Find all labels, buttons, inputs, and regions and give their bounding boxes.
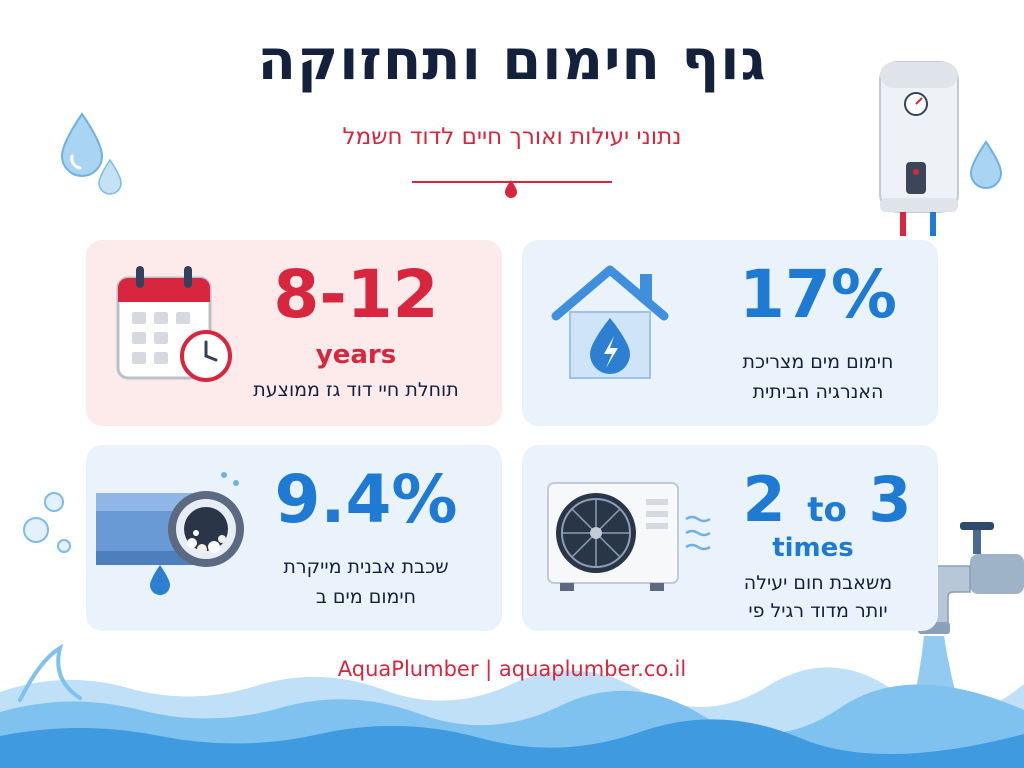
heat-pump-unit: times xyxy=(772,533,854,563)
stat-card-heat-pump: 2 to 3 times משאבת חום יעילה יותר מדוד ר… xyxy=(522,445,938,631)
heat-pump-unit-icon xyxy=(547,482,711,591)
page-subtitle: נתוני יעילות ואורך חיים לדוד חשמל xyxy=(342,124,682,150)
lifespan-value: 8-12 xyxy=(273,256,439,333)
heat-pump-value-high: 3 xyxy=(868,463,912,536)
scaled-pipe-icon xyxy=(96,472,244,595)
heat-pump-value-to: to xyxy=(807,490,847,530)
limescale-caption-line1: שכבת אבנית מייקרת xyxy=(283,556,449,578)
water-heater-icon xyxy=(879,61,959,236)
house-water-drop-icon xyxy=(551,265,669,379)
lifespan-caption: תוחלת חיי דוד גז ממוצעת xyxy=(253,379,459,401)
limescale-caption-line2: חימום מים ב xyxy=(315,586,417,608)
stat-card-lifespan: 8-12 years תוחלת חיי דוד גז ממוצעת xyxy=(86,240,502,426)
stat-card-energy-share: 17% חימום מים מצריכת האנרגיה הביתית xyxy=(522,240,938,426)
bubbles-icon xyxy=(23,492,71,553)
heat-pump-caption-line2: יותר מדוד רגיל פי xyxy=(748,600,888,622)
page-title: גוף חימום ותחזוקה xyxy=(257,28,767,93)
water-waves-decoration xyxy=(0,643,1024,768)
water-drop-right-icon xyxy=(969,140,1003,189)
heat-pump-value-low: 2 xyxy=(742,463,786,536)
water-drop-small-icon xyxy=(98,158,122,195)
energy-share-value: 17% xyxy=(739,256,897,333)
calendar-clock-icon xyxy=(116,266,232,382)
lifespan-unit: years xyxy=(315,340,397,370)
energy-share-caption-line2: האנרגיה הביתית xyxy=(752,381,884,403)
water-drop-icon xyxy=(60,112,104,177)
limescale-value: 9.4% xyxy=(274,461,458,538)
energy-share-caption-line1: חימום מים מצריכת xyxy=(742,351,894,373)
stat-card-limescale: 9.4% שכבת אבנית מייקרת חימום מים ב xyxy=(86,445,502,631)
divider-drop-icon xyxy=(505,180,517,198)
heat-pump-value: 2 to 3 xyxy=(722,463,932,536)
footer-brand[interactable]: AquaPlumber | aquaplumber.co.il xyxy=(337,657,687,681)
heat-pump-caption-line1: משאבת חום יעילה xyxy=(743,572,893,594)
